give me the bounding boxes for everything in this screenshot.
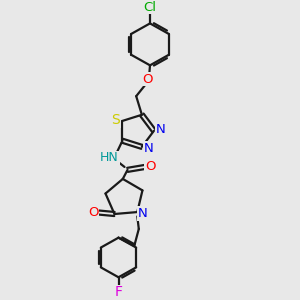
Text: N: N — [138, 207, 148, 220]
Text: F: F — [115, 285, 122, 299]
Text: O: O — [88, 206, 99, 219]
Text: O: O — [142, 73, 153, 86]
Text: Cl: Cl — [143, 1, 157, 13]
Text: N: N — [144, 142, 153, 154]
Text: HN: HN — [100, 151, 119, 164]
Text: S: S — [111, 113, 120, 127]
Text: N: N — [156, 123, 165, 136]
Text: O: O — [145, 160, 156, 173]
